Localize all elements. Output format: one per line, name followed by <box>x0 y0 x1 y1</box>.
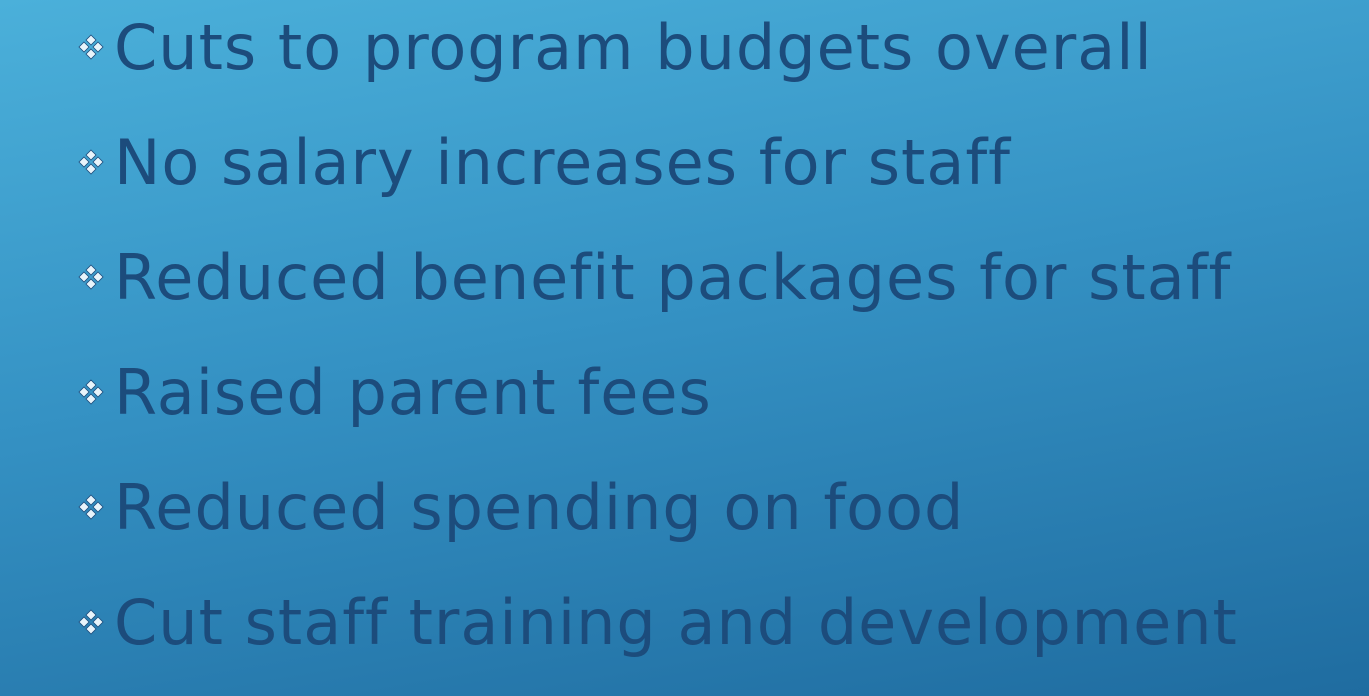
bullet-text: Reduced spending on food <box>114 470 965 544</box>
bullet-text: Cuts to program budgets overall <box>114 10 1153 84</box>
bullet-item: Cuts to program budgets overall <box>78 2 1153 92</box>
bullet-item: Reduced spending on food <box>78 462 964 552</box>
bullet-text: No salary increases for staff <box>114 125 1011 199</box>
bullet-item: Reduced benefit packages for staff <box>78 232 1231 322</box>
bullet-icon <box>78 149 104 175</box>
bullet-icon <box>78 34 104 60</box>
bullet-item: No salary increases for staff <box>78 117 1011 207</box>
bullet-item: Cut staff training and development <box>78 577 1238 667</box>
bullet-icon <box>78 609 104 635</box>
bullet-icon <box>78 264 104 290</box>
bullet-text: Raised parent fees <box>114 355 712 429</box>
bullet-text: Cut staff training and development <box>114 585 1238 659</box>
bullet-text: Reduced benefit packages for staff <box>114 240 1232 314</box>
bullet-icon <box>78 379 104 405</box>
bullet-icon <box>78 494 104 520</box>
bullet-item: Raised parent fees <box>78 347 712 437</box>
